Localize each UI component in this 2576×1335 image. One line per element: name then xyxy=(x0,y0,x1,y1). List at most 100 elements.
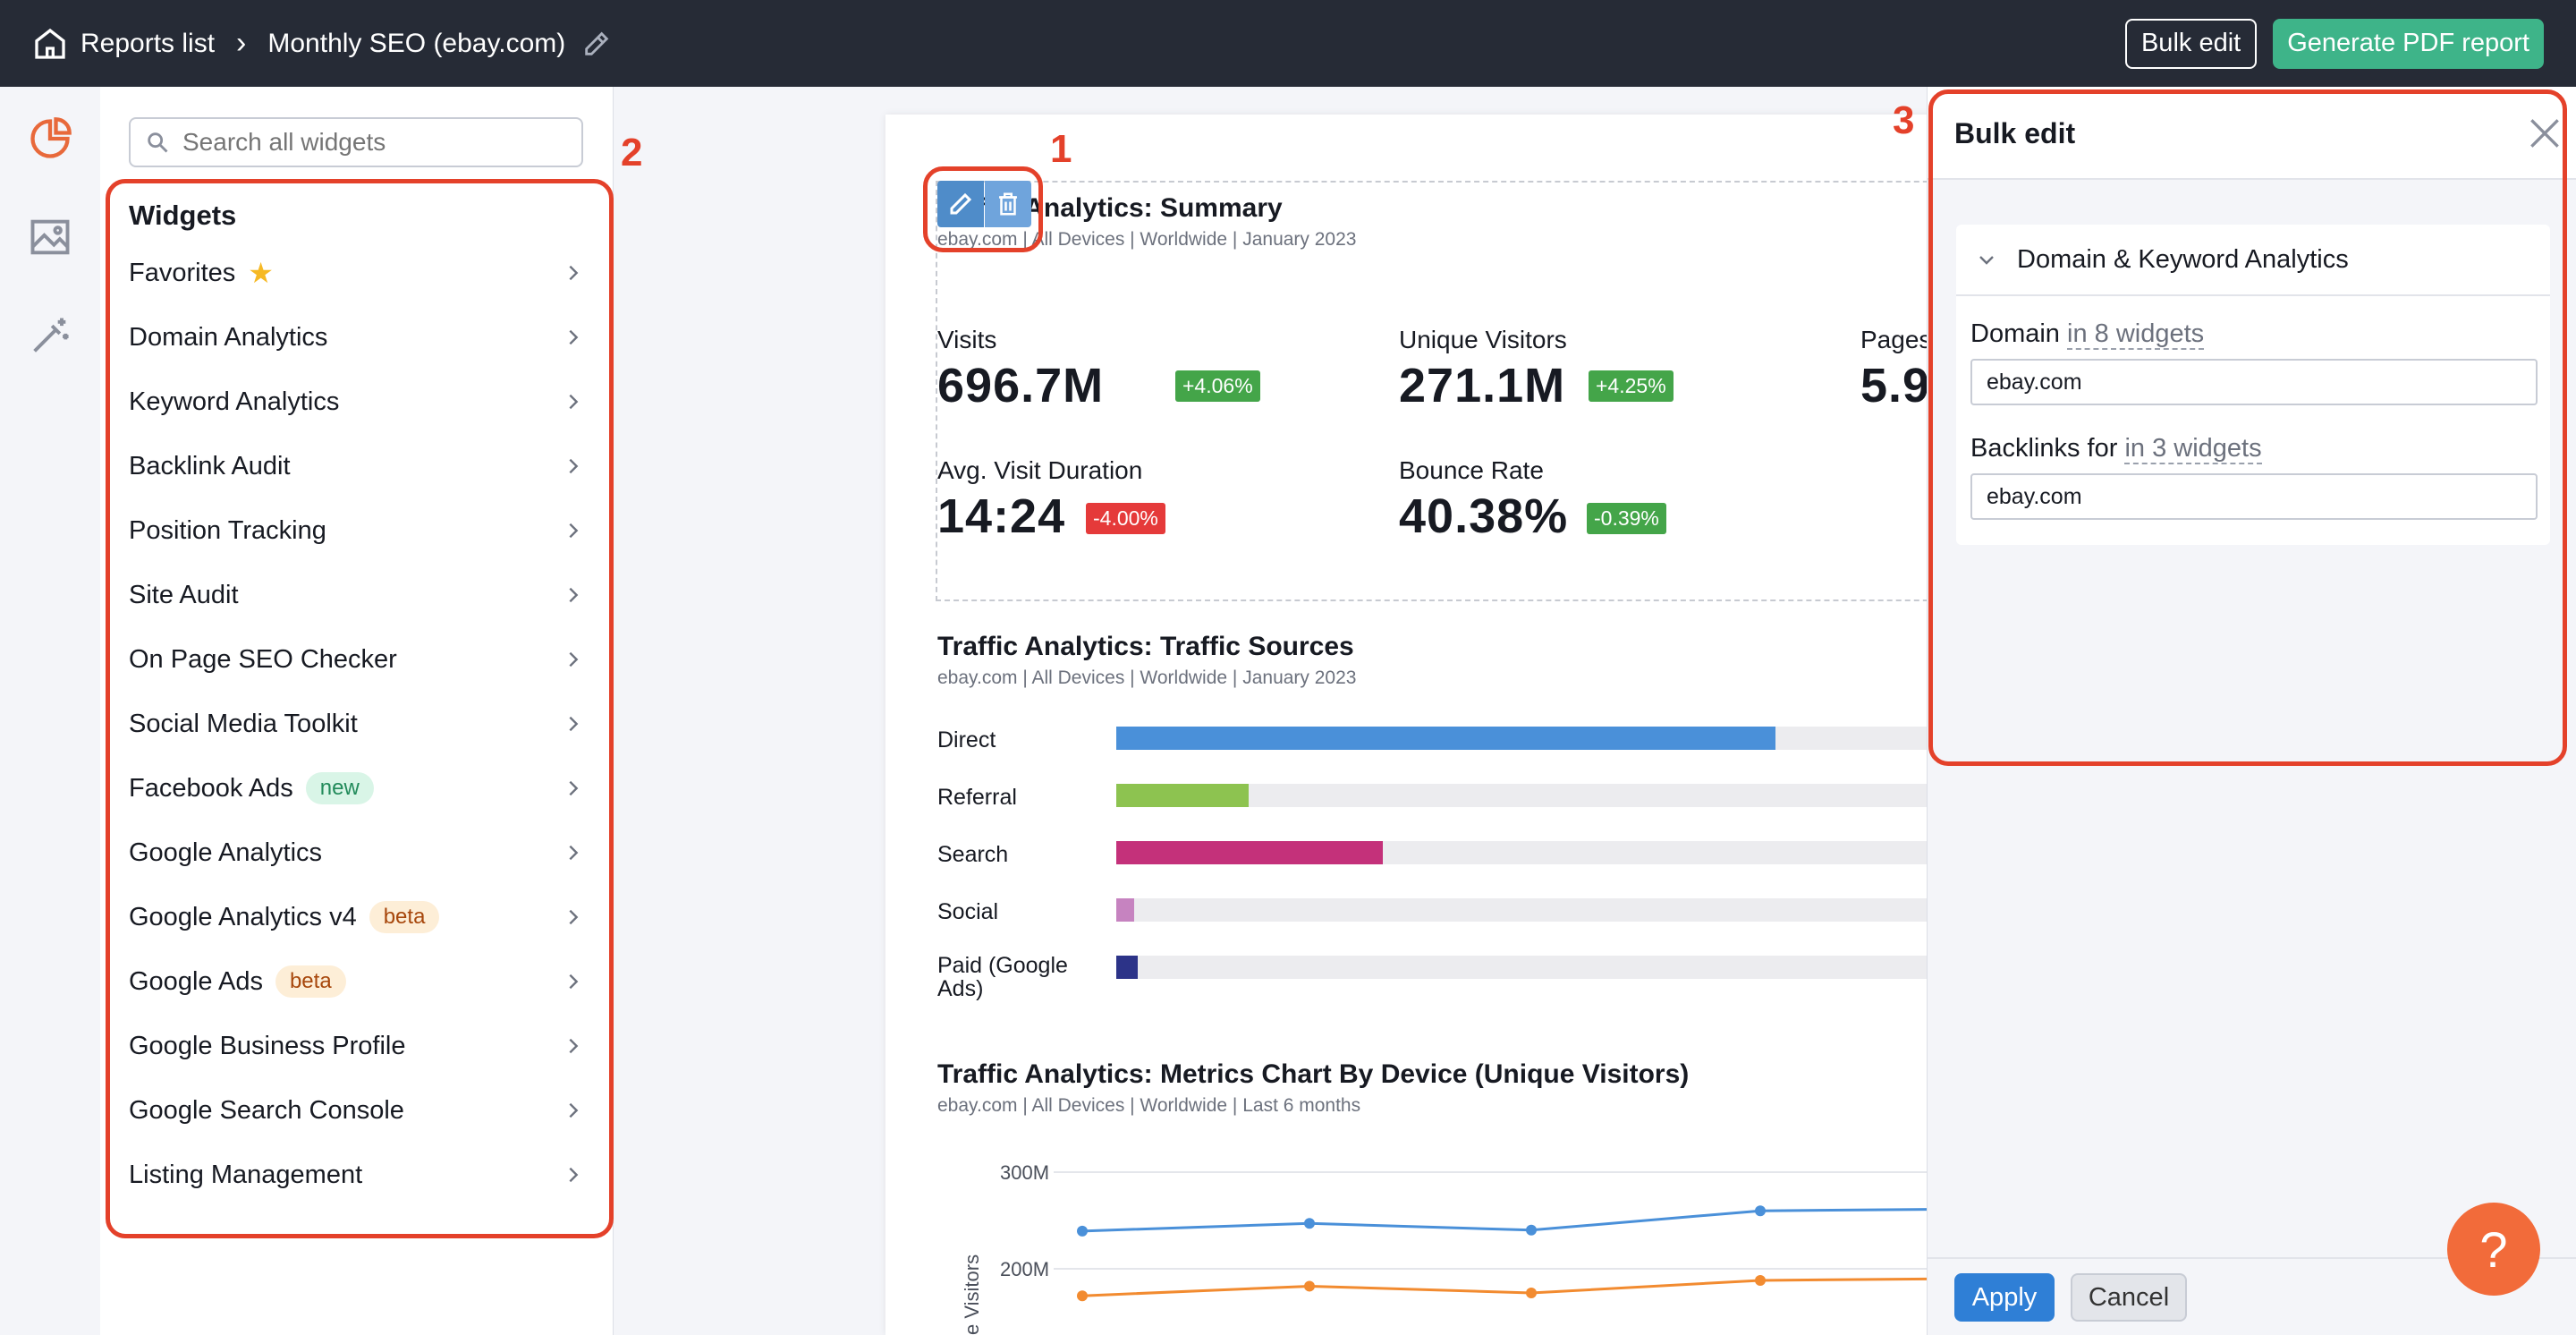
chevron-right-icon xyxy=(569,587,579,603)
domain-input[interactable] xyxy=(1970,359,2538,405)
summary-widget-frame[interactable] xyxy=(936,181,1959,601)
chevron-right-icon xyxy=(569,458,579,474)
y-axis-label: e Visitors xyxy=(961,1254,983,1335)
metric-value-unique-visitors: 271.1M xyxy=(1399,359,1566,412)
metric-value-visits: 696.7M xyxy=(937,359,1105,412)
chevron-right-icon xyxy=(569,265,579,281)
search-input[interactable] xyxy=(182,128,558,157)
pie-chart-icon[interactable] xyxy=(27,115,73,162)
widget-category-item[interactable]: Keyword Analytics xyxy=(129,370,583,434)
domain-scope-link[interactable]: in 8 widgets xyxy=(2067,319,2205,350)
widget-category-list: Favorites ★ Domain Analytics Keyword Analyt… xyxy=(129,241,583,1207)
annotation-number-1: 1 xyxy=(1050,127,1072,171)
data-point xyxy=(1755,1205,1766,1217)
source-bar xyxy=(1116,784,1249,807)
widget-category-label: Google Ads xyxy=(129,966,263,996)
source-label: Referral xyxy=(937,785,1017,810)
widget-category-label: Google Search Console xyxy=(129,1095,404,1125)
widget-category-label: Backlink Audit xyxy=(129,451,291,480)
widget-category-label: Listing Management xyxy=(129,1160,363,1189)
metric-value-bounce-rate: 40.38% xyxy=(1399,489,1569,543)
bulk-edit-header: Bulk edit xyxy=(1928,87,2576,180)
metric-delta-bounce-rate: -0.39% xyxy=(1587,503,1666,534)
bulk-edit-button[interactable]: Bulk edit xyxy=(2124,18,2258,69)
widget-category-item[interactable]: Google Search Console xyxy=(129,1078,583,1143)
help-button[interactable]: ? xyxy=(2447,1203,2540,1296)
chevron-down-icon xyxy=(1979,256,1994,265)
widget-category-item[interactable]: Social Media Toolkit xyxy=(129,692,583,756)
device-line-chart: 300M 200M e Visitors xyxy=(961,1161,1927,1335)
cancel-button[interactable]: Cancel xyxy=(2071,1273,2187,1322)
chevron-right-icon xyxy=(569,1102,579,1118)
widget-category-item[interactable]: Listing Management xyxy=(129,1143,583,1207)
chevron-right-icon xyxy=(569,394,579,410)
annotation-number-2: 2 xyxy=(621,131,643,174)
metric-label-bounce-rate: Bounce Rate xyxy=(1399,456,1544,484)
metric-label-pages: Pages xyxy=(1860,326,1927,353)
y-tick-label: 300M xyxy=(1000,1161,1049,1184)
widget-category-label: Google Analytics xyxy=(129,838,323,867)
widget-category-item[interactable]: Position Tracking xyxy=(129,498,583,563)
report-title: Monthly SEO (ebay.com) xyxy=(267,28,566,58)
pencil-icon xyxy=(950,192,972,215)
widget-search[interactable] xyxy=(129,117,583,167)
apply-button[interactable]: Apply xyxy=(1954,1273,2055,1322)
magic-wand-icon[interactable] xyxy=(27,312,73,359)
data-point xyxy=(1755,1274,1766,1286)
trash-icon xyxy=(999,192,1017,216)
widget-category-label: On Page SEO Checker xyxy=(129,644,397,674)
left-rail xyxy=(0,87,100,1335)
widget-category-label: Site Audit xyxy=(129,580,239,609)
device-chart-subtitle: ebay.com | All Devices | Worldwide | Las… xyxy=(937,1095,1361,1116)
section-toggle[interactable]: Domain & Keyword Analytics xyxy=(1956,225,2550,296)
beta-badge: beta xyxy=(369,901,440,933)
search-icon xyxy=(148,132,168,153)
metric-value-pages: 5.9 xyxy=(1860,359,1927,412)
chevron-right-icon xyxy=(569,780,579,796)
star-icon: ★ xyxy=(248,257,274,289)
widgets-panel: Widgets Favorites ★ Domain Analytics Keywor… xyxy=(100,87,614,1335)
widget-category-item[interactable]: Site Audit xyxy=(129,563,583,627)
widget-category-item[interactable]: Google Ads beta xyxy=(129,949,583,1014)
data-point xyxy=(1526,1224,1537,1236)
edit-title-pencil-icon[interactable] xyxy=(581,29,612,59)
widget-category-item[interactable]: Backlink Audit xyxy=(129,434,583,498)
series-line xyxy=(1081,1277,1927,1297)
edit-widget-button[interactable] xyxy=(937,181,984,227)
widget-category-label: Favorites xyxy=(129,258,236,287)
breadcrumb-separator-icon: › xyxy=(236,26,247,60)
data-point xyxy=(1526,1288,1537,1298)
backlinks-input[interactable] xyxy=(1970,473,2538,520)
widget-category-item[interactable]: Favorites ★ xyxy=(129,241,583,305)
metric-label-visits: Visits xyxy=(937,326,997,353)
widget-category-item[interactable]: Facebook Ads new xyxy=(129,756,583,821)
source-bar xyxy=(1116,898,1134,922)
widget-category-item[interactable]: Google Analytics v4 beta xyxy=(129,885,583,949)
generate-pdf-button[interactable]: Generate PDF report xyxy=(2273,18,2544,69)
widget-category-label: Domain Analytics xyxy=(129,322,328,352)
home-icon[interactable] xyxy=(32,26,68,62)
image-icon[interactable] xyxy=(27,214,73,260)
backlinks-scope-link[interactable]: in 3 widgets xyxy=(2124,434,2262,464)
source-bar xyxy=(1116,956,1138,979)
source-bar-track xyxy=(1116,956,1927,979)
widget-category-label: Google Analytics v4 xyxy=(129,902,357,931)
chevron-right-icon xyxy=(569,1038,579,1054)
widget-category-label: Keyword Analytics xyxy=(129,387,340,416)
delete-widget-button[interactable] xyxy=(985,181,1031,227)
close-icon[interactable] xyxy=(2525,114,2564,153)
chevron-right-icon xyxy=(569,845,579,861)
device-chart-title: Traffic Analytics: Metrics Chart By Devi… xyxy=(937,1059,1690,1089)
widget-category-label: Social Media Toolkit xyxy=(129,709,358,738)
widget-category-item[interactable]: Google Business Profile xyxy=(129,1014,583,1078)
source-bar-track xyxy=(1116,784,1927,807)
widget-category-item[interactable]: Domain Analytics xyxy=(129,305,583,370)
metric-delta-avg-visit-duration: -4.00% xyxy=(1086,503,1165,534)
widgets-heading: Widgets xyxy=(129,200,237,231)
new-badge: new xyxy=(305,772,374,804)
widget-category-item[interactable]: On Page SEO Checker xyxy=(129,627,583,692)
widget-category-item[interactable]: Google Analytics xyxy=(129,821,583,885)
metric-label-avg-visit-duration: Avg. Visit Duration xyxy=(937,456,1143,484)
y-tick-label: 200M xyxy=(1000,1258,1049,1280)
breadcrumb-reports-list[interactable]: Reports list xyxy=(80,28,216,58)
